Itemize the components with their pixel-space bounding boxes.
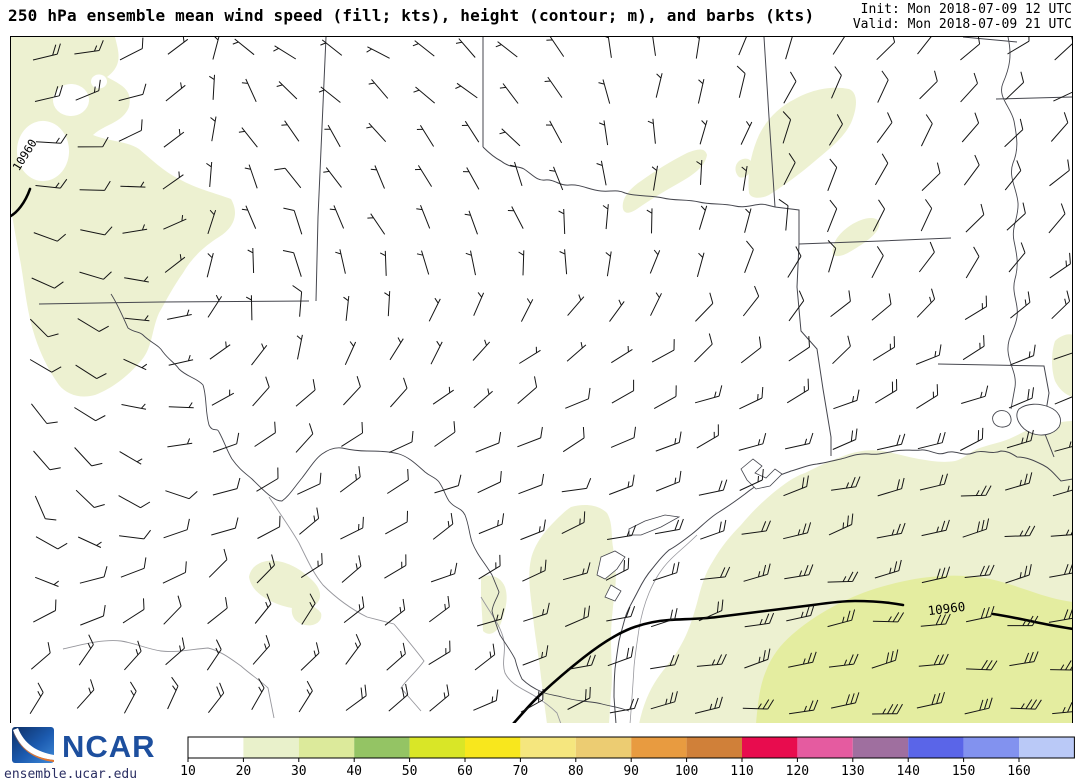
svg-text:140: 140 [896,764,919,779]
plot-title: 250 hPa ensemble mean wind speed (fill; … [8,6,815,25]
svg-text:70: 70 [513,764,529,779]
footer: NCAR ensemble.ucar.edu 10 20 30 40 50 60 70 80 9… [0,723,1080,781]
title-bar: 250 hPa ensemble mean wind speed (fill; … [0,0,1080,34]
state-borders-layer [38,37,1072,458]
mexico-borders-layer [62,496,562,724]
svg-text:40: 40 [346,764,362,779]
fill-holes-layer [16,74,108,182]
coastline-layer [596,449,1072,724]
svg-text:10960: 10960 [927,599,966,618]
svg-text:50: 50 [402,764,418,779]
ncar-logo-mark [12,727,54,763]
colorbar: 10 20 30 40 50 60 70 80 90 100 110 120 130 140 150 160 [180,736,1075,779]
svg-text:80: 80 [568,764,584,779]
map-panel: 10960 10960 [10,36,1073,725]
wind-barbs-layer [29,37,1072,715]
svg-text:20: 20 [236,764,252,779]
colorbar-tick-labels: 10 20 30 40 50 60 70 80 90 100 110 120 130 140 150 160 [180,764,1031,779]
svg-text:120: 120 [786,764,809,779]
svg-text:160: 160 [1007,764,1030,779]
ncar-logo-text: NCAR [62,729,156,764]
svg-text:130: 130 [841,764,864,779]
init-time-label: Init: Mon 2018-07-09 12 UTC [860,2,1072,17]
lakes-layer [992,403,1061,436]
site-url: ensemble.ucar.edu [4,767,138,781]
ncar-logo: NCAR [12,727,172,767]
svg-text:90: 90 [623,764,639,779]
colorbar-ticks [187,758,1020,762]
svg-text:150: 150 [952,764,975,779]
svg-text:110: 110 [730,764,753,779]
svg-text:30: 30 [291,764,307,779]
rivers-layer [110,37,1019,712]
colorbar-cells [187,736,1075,759]
valid-time-label: Valid: Mon 2018-07-09 21 UTC [852,17,1072,32]
svg-text:100: 100 [675,764,698,779]
svg-text:10: 10 [180,764,196,779]
svg-text:60: 60 [457,764,473,779]
